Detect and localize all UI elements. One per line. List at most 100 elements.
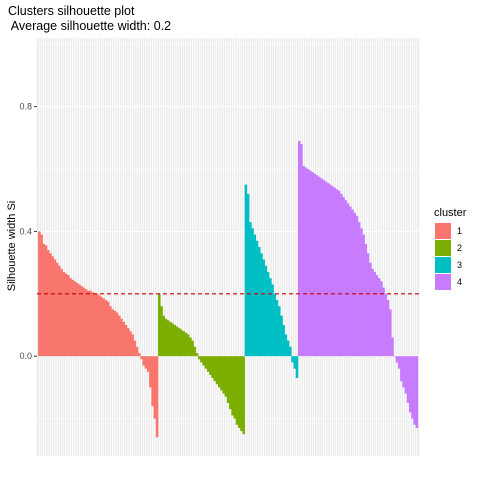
silhouette-bar-cluster-4: [411, 356, 414, 419]
silhouette-bar-cluster-4: [391, 337, 394, 357]
legend-swatch-cluster-2: [435, 240, 451, 256]
silhouette-bar-cluster-4: [324, 181, 328, 357]
silhouette-bar-cluster-4: [311, 172, 314, 357]
silhouette-bar-cluster-4: [402, 356, 405, 388]
silhouette-bar-cluster-3: [257, 247, 261, 357]
silhouette-bar-cluster-3: [253, 234, 257, 357]
silhouette-bar-cluster-4: [331, 186, 334, 357]
silhouette-bar-cluster-4: [342, 197, 345, 357]
silhouette-bar-cluster-4: [353, 212, 357, 357]
silhouette-bar-cluster-1: [111, 309, 114, 357]
silhouette-bar-cluster-1: [109, 306, 112, 357]
silhouette-bar-cluster-4: [377, 278, 381, 357]
silhouette-bar-cluster-3: [244, 184, 248, 357]
silhouette-bar-cluster-3: [286, 340, 290, 357]
silhouette-bar-cluster-2: [226, 356, 230, 403]
silhouette-bar-cluster-4: [357, 222, 361, 357]
silhouette-bar-cluster-1: [42, 243, 46, 357]
silhouette-bar-cluster-1: [138, 353, 141, 357]
y-tick-label: 0.8: [19, 102, 32, 112]
silhouette-bar-cluster-1: [133, 340, 137, 357]
silhouette-bar-cluster-1: [122, 321, 126, 357]
silhouette-bar-cluster-4: [360, 228, 363, 357]
silhouette-bar-cluster-3: [269, 278, 272, 357]
silhouette-bar-cluster-1: [153, 356, 157, 419]
silhouette-bar-cluster-1: [71, 279, 74, 357]
silhouette-bar-cluster-1: [124, 324, 128, 357]
silhouette-bar-cluster-2: [202, 356, 205, 366]
chart-subtitle: Average silhouette width: 0.2: [8, 19, 171, 33]
silhouette-bar-cluster-1: [73, 281, 77, 357]
silhouette-bar-cluster-1: [151, 356, 154, 407]
silhouette-bar-cluster-1: [49, 253, 52, 357]
chart-title: Clusters silhouette plot: [8, 4, 135, 18]
silhouette-bar-cluster-2: [191, 340, 194, 357]
silhouette-bar-cluster-2: [189, 337, 192, 357]
silhouette-bar-cluster-3: [280, 315, 283, 357]
silhouette-bar-cluster-3: [255, 240, 259, 357]
silhouette-bar-cluster-1: [120, 318, 123, 357]
silhouette-bar-cluster-2: [209, 356, 212, 375]
legend-label-cluster-2: 2: [457, 243, 462, 253]
silhouette-bar-cluster-1: [106, 301, 110, 357]
silhouette-bar-cluster-4: [382, 287, 385, 357]
silhouette-bar-cluster-1: [64, 273, 68, 357]
silhouette-bar-cluster-1: [91, 292, 94, 357]
silhouette-bar-cluster-3: [284, 334, 288, 357]
y-axis: 0.0 0.4 0.8: [19, 102, 37, 361]
silhouette-bar-cluster-1: [131, 334, 134, 357]
silhouette-bar-cluster-4: [389, 309, 392, 357]
silhouette-bar-cluster-4: [333, 187, 337, 357]
silhouette-bar-cluster-2: [160, 306, 163, 357]
silhouette-bar-cluster-1: [98, 295, 101, 357]
y-axis-title: Silhouette width Si: [6, 201, 18, 292]
silhouette-bar-cluster-2: [180, 329, 183, 357]
silhouette-bar-cluster-2: [186, 334, 190, 357]
silhouette-bar-cluster-2: [242, 356, 245, 435]
silhouette-bar-cluster-4: [366, 253, 370, 357]
silhouette-bar-cluster-1: [69, 278, 72, 357]
silhouette-bar-cluster-3: [249, 222, 252, 357]
silhouette-bar-cluster-2: [195, 353, 199, 357]
silhouette-bar-cluster-2: [240, 356, 243, 432]
silhouette-bar-cluster-1: [142, 356, 146, 366]
silhouette-bar-cluster-4: [349, 206, 352, 357]
silhouette-bar-cluster-3: [262, 259, 265, 357]
silhouette-bar-cluster-1: [126, 328, 130, 357]
silhouette-bar-cluster-1: [80, 285, 83, 357]
legend: 1 2 3 4: [435, 223, 462, 290]
silhouette-bar-cluster-2: [193, 346, 197, 357]
silhouette-bar-cluster-3: [273, 293, 277, 357]
silhouette-bar-cluster-4: [380, 281, 383, 357]
silhouette-bar-cluster-4: [317, 176, 321, 357]
silhouette-bar-cluster-4: [364, 243, 368, 357]
silhouette-bar-cluster-1: [144, 356, 148, 369]
silhouette-bar-cluster-1: [95, 293, 99, 357]
silhouette-bar-cluster-2: [206, 356, 210, 372]
y-tick-label: 0.0: [19, 351, 32, 361]
silhouette-bar-cluster-4: [413, 356, 416, 425]
silhouette-bar-cluster-1: [115, 312, 119, 357]
silhouette-bar-cluster-4: [351, 209, 354, 357]
silhouette-bar-cluster-4: [315, 175, 319, 357]
silhouette-bar-cluster-3: [295, 356, 299, 379]
legend-swatch-cluster-4: [435, 274, 451, 290]
legend-label-cluster-3: 3: [457, 260, 462, 270]
silhouette-bar-cluster-4: [375, 275, 379, 357]
silhouette-bar-cluster-1: [66, 275, 70, 357]
silhouette-bar-cluster-3: [271, 284, 274, 357]
silhouette-bar-cluster-1: [40, 234, 43, 357]
silhouette-bar-cluster-4: [300, 144, 303, 357]
silhouette-bar-cluster-2: [211, 356, 214, 379]
silhouette-bar-cluster-4: [337, 190, 341, 357]
silhouette-bar-cluster-2: [213, 356, 217, 382]
silhouette-bar-cluster-4: [355, 215, 359, 357]
silhouette-bar-cluster-4: [404, 356, 408, 394]
silhouette-bar-cluster-4: [335, 189, 339, 357]
silhouette-bar-cluster-1: [135, 346, 139, 357]
silhouette-bar-cluster-3: [251, 228, 254, 357]
legend-label-cluster-1: 1: [457, 226, 462, 236]
silhouette-bar-cluster-4: [371, 268, 374, 357]
legend-label-cluster-4: 4: [457, 277, 462, 287]
silhouette-bar-cluster-2: [200, 356, 203, 363]
